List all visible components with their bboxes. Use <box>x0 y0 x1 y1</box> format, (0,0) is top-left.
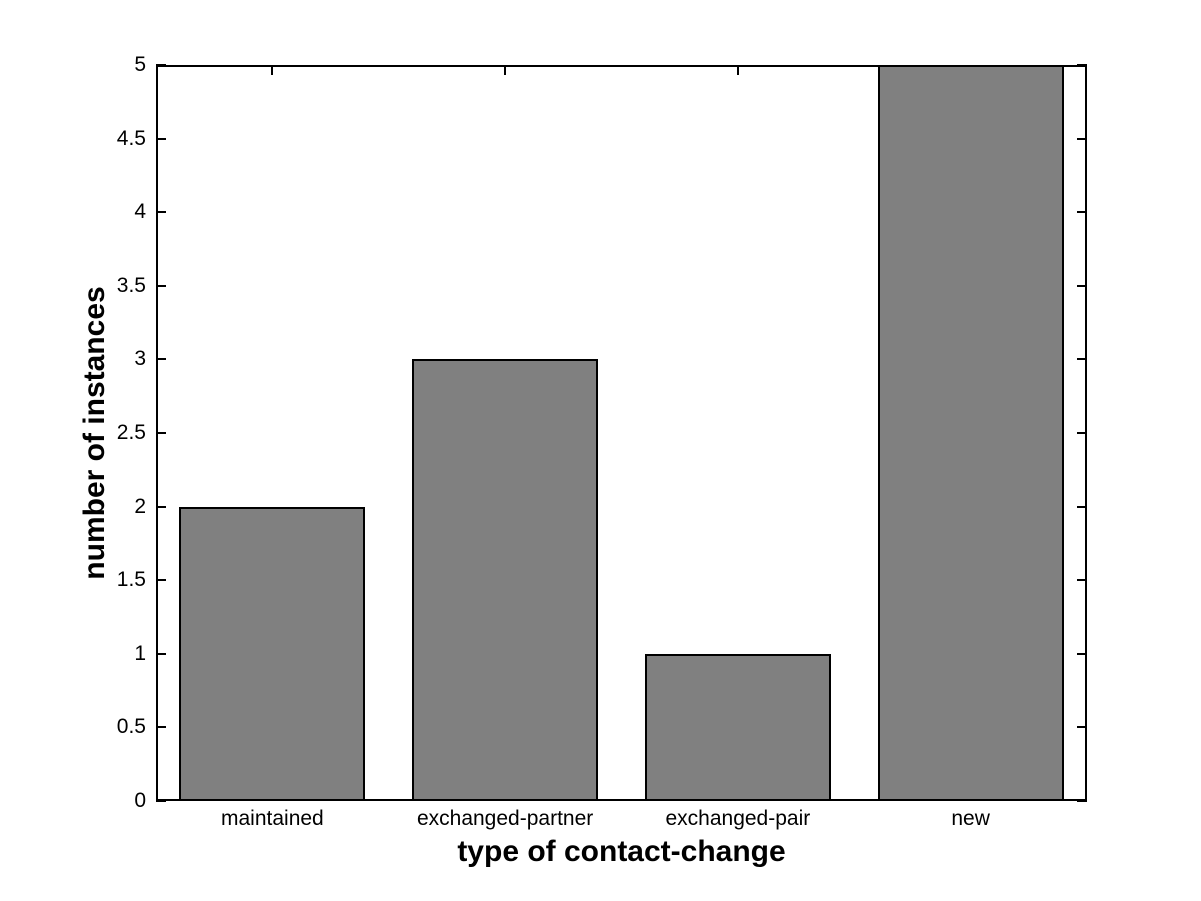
bar-maintained <box>179 506 366 801</box>
plot-area <box>156 64 1087 802</box>
y-tick-left <box>156 432 166 434</box>
y-tick-left <box>156 652 166 655</box>
y-tick-right <box>1077 505 1087 508</box>
y-tick-right <box>1077 800 1087 802</box>
y-tick-label: 4.5 <box>116 126 146 150</box>
axis-border-left <box>156 65 158 801</box>
y-tick-label: 0 <box>134 789 146 812</box>
y-tick-left <box>156 800 166 802</box>
x-tick-top <box>271 65 274 75</box>
x-tick-label: exchanged-partner <box>416 807 594 830</box>
axis-border-right <box>1085 65 1087 801</box>
y-tick-label: 2.5 <box>116 421 146 444</box>
y-tick-left <box>156 726 166 729</box>
x-axis-label: type of contact-change <box>457 835 786 868</box>
bar-new <box>877 65 1064 801</box>
x-tick-top <box>736 65 739 75</box>
y-tick-left <box>156 137 166 140</box>
y-tick-left <box>156 505 166 508</box>
x-tick-label: new <box>951 807 990 830</box>
y-tick-label: 1 <box>134 641 146 665</box>
y-tick-label: 4 <box>134 200 146 224</box>
y-tick-left <box>156 284 166 287</box>
bar-exchanged-pair <box>644 653 831 801</box>
y-tick-right <box>1077 137 1087 140</box>
y-tick-label: 5 <box>134 53 146 76</box>
y-tick-right <box>1077 652 1087 655</box>
y-tick-left <box>156 358 166 361</box>
y-tick-label: 3.5 <box>116 273 146 297</box>
x-tick-top <box>504 65 507 75</box>
x-tick-label: exchanged-pair <box>665 807 811 830</box>
y-tick-right <box>1077 284 1087 287</box>
y-tick-label: 0.5 <box>116 715 146 739</box>
y-tick-right <box>1077 211 1087 214</box>
y-tick-left <box>156 579 166 582</box>
axis-border-bottom <box>156 799 1087 801</box>
axis-border-top <box>156 65 1087 67</box>
bar-exchanged-partner <box>412 359 599 801</box>
y-tick-label: 3 <box>134 347 146 371</box>
y-tick-right <box>1077 432 1087 434</box>
y-tick-label: 2 <box>134 494 146 518</box>
x-tick-label: maintained <box>221 807 324 830</box>
y-tick-left <box>156 211 166 214</box>
y-tick-right <box>1077 726 1087 729</box>
y-tick-right <box>1077 579 1087 582</box>
y-tick-right <box>1077 358 1087 361</box>
y-tick-label: 1.5 <box>116 568 146 592</box>
